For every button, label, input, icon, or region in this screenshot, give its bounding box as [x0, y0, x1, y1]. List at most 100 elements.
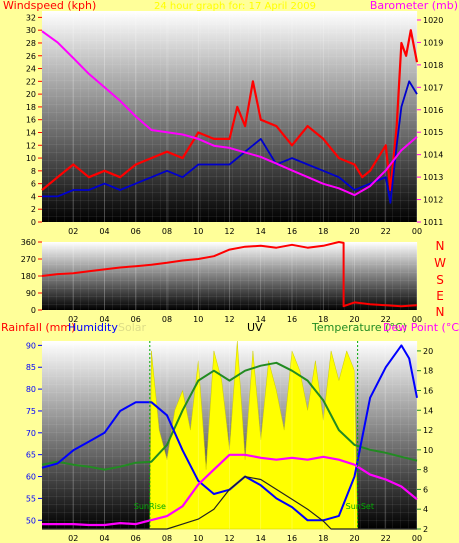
- wind-y-tick-label: 0: [31, 218, 36, 227]
- direction-x-tick-label: 10: [193, 315, 203, 324]
- pressure-y2-tick-label: 1017: [423, 83, 443, 92]
- direction-x-tick-label: 06: [131, 315, 141, 324]
- temp-y2-tick-label: 18: [423, 367, 433, 376]
- temp-x-tick-label: 00: [412, 534, 422, 543]
- wind-x-tick-label: 04: [99, 227, 109, 236]
- temp-x-tick-label: 04: [99, 534, 109, 543]
- pressure-y2-tick-label: 1016: [423, 106, 443, 115]
- wind-y-tick-label: 22: [26, 77, 36, 86]
- direction-x-tick-label: 12: [224, 315, 234, 324]
- wind-y-tick-label: 6: [31, 180, 36, 189]
- humidity-y-tick-label: 55: [26, 494, 36, 503]
- sunset-label: SunSet: [346, 502, 374, 511]
- direction-y-tick-label: 0: [31, 306, 36, 315]
- direction-x-tick-label: 22: [381, 315, 391, 324]
- temp-y2-tick-label: 12: [423, 426, 433, 435]
- direction-x-tick-label: 08: [162, 315, 172, 324]
- wind-x-tick-label: 06: [131, 227, 141, 236]
- temp-x-tick-label: 16: [287, 534, 297, 543]
- direction-y-tick-label: 180: [21, 272, 36, 281]
- wind-x-tick-label: 14: [256, 227, 266, 236]
- series-dewpoint-line: [41, 361, 418, 471]
- series-pressure-line: [41, 30, 418, 197]
- uv-title: UV: [247, 321, 263, 334]
- wind-axis-title: Windspeed (kph): [3, 0, 96, 12]
- humidity-y-tick-label: 60: [26, 473, 36, 482]
- compass-n-top: N: [436, 239, 445, 253]
- wind-y-tick-label: 4: [31, 192, 36, 201]
- humidity-y-tick-label: 65: [26, 451, 36, 460]
- direction-x-tick-label: 18: [318, 315, 328, 324]
- temp-x-tick-label: 12: [224, 534, 234, 543]
- series-direction-line: [41, 241, 418, 308]
- wind-y-tick-label: 2: [31, 205, 36, 214]
- pressure-y2-tick-label: 1019: [423, 38, 443, 47]
- pressure-y2-tick-label: 1014: [423, 151, 443, 160]
- pressure-y2-tick-label: 1011: [423, 218, 443, 227]
- solar-title: Solar: [118, 321, 147, 334]
- temp-y2-tick-label: 16: [423, 386, 433, 395]
- wind-y-tick-label: 10: [26, 154, 36, 163]
- compass-w: W: [434, 256, 446, 270]
- series-avg-line: [42, 80, 418, 204]
- temp-y2-tick-label: 6: [423, 485, 428, 494]
- direction-x-tick-label: 00: [412, 315, 422, 324]
- temp-x-tick-label: 08: [162, 534, 172, 543]
- wind-y-tick-label: 30: [26, 26, 36, 35]
- temp-y2-tick-label: 2: [423, 525, 428, 534]
- wind-x-tick-label: 18: [318, 227, 328, 236]
- temp-y2-tick-label: 4: [423, 505, 428, 514]
- temp-x-tick-label: 18: [318, 534, 328, 543]
- wind-y-tick-label: 14: [26, 128, 36, 137]
- pressure-y2-tick-label: 1015: [423, 128, 443, 137]
- temp-x-tick-label: 06: [131, 534, 141, 543]
- wind-x-tick-label: 16: [287, 227, 297, 236]
- compass-n-bottom: N: [436, 305, 445, 319]
- temp-x-tick-label: 22: [381, 534, 391, 543]
- wind-x-tick-label: 02: [68, 227, 78, 236]
- wind-y-tick-label: 18: [26, 103, 36, 112]
- direction-x-tick-label: 20: [349, 315, 359, 324]
- wind-panel-grid: [42, 11, 417, 222]
- wind-y-tick-label: 8: [31, 167, 36, 176]
- temp-y2-tick-label: 14: [423, 406, 433, 415]
- series-gust-line: [41, 29, 419, 192]
- wind-y-tick-label: 28: [26, 39, 36, 48]
- temp-y2-tick-label: 10: [423, 446, 433, 455]
- temp-x-tick-label: 02: [68, 534, 78, 543]
- pressure-y2-tick-label: 1020: [423, 16, 443, 25]
- direction-x-tick-label: 14: [256, 315, 266, 324]
- wind-y-tick-label: 24: [26, 65, 36, 74]
- series-uv-line: [42, 476, 417, 530]
- direction-y-tick-label: 270: [21, 255, 36, 264]
- direction-y-tick-label: 90: [26, 289, 36, 298]
- direction-x-tick-label: 02: [68, 315, 78, 324]
- compass-e: E: [436, 289, 444, 303]
- wind-y-tick-label: 20: [26, 90, 36, 99]
- wind-x-tick-label: 12: [224, 227, 234, 236]
- graph-date-title: 24 hour graph for: 17 April 2009: [154, 1, 316, 12]
- pressure-y2-tick-label: 1013: [423, 173, 443, 182]
- wind-x-tick-label: 22: [381, 227, 391, 236]
- sunrise-label: SunRise: [134, 502, 166, 511]
- rainfall-title: Rainfall (mm): [1, 321, 75, 334]
- humidity-y-tick-label: 80: [26, 385, 36, 394]
- temp-y2-tick-label: 20: [423, 347, 433, 356]
- temp-x-tick-label: 20: [349, 534, 359, 543]
- wind-x-tick-label: 00: [412, 227, 422, 236]
- direction-panel-grid: [42, 242, 417, 310]
- direction-x-tick-label: 04: [99, 315, 109, 324]
- dewpoint-title: Dew Point (°C: [383, 321, 459, 334]
- wind-x-tick-label: 20: [349, 227, 359, 236]
- wind-y-tick-label: 32: [26, 13, 36, 22]
- direction-y-tick-label: 360: [21, 238, 36, 247]
- wind-y-tick-label: 12: [26, 141, 36, 150]
- humidity-y-tick-label: 85: [26, 363, 36, 372]
- compass-s: S: [436, 273, 444, 287]
- wind-x-tick-label: 10: [193, 227, 203, 236]
- temp-x-tick-label: 10: [193, 534, 203, 543]
- direction-x-tick-label: 16: [287, 315, 297, 324]
- wind-x-tick-label: 08: [162, 227, 172, 236]
